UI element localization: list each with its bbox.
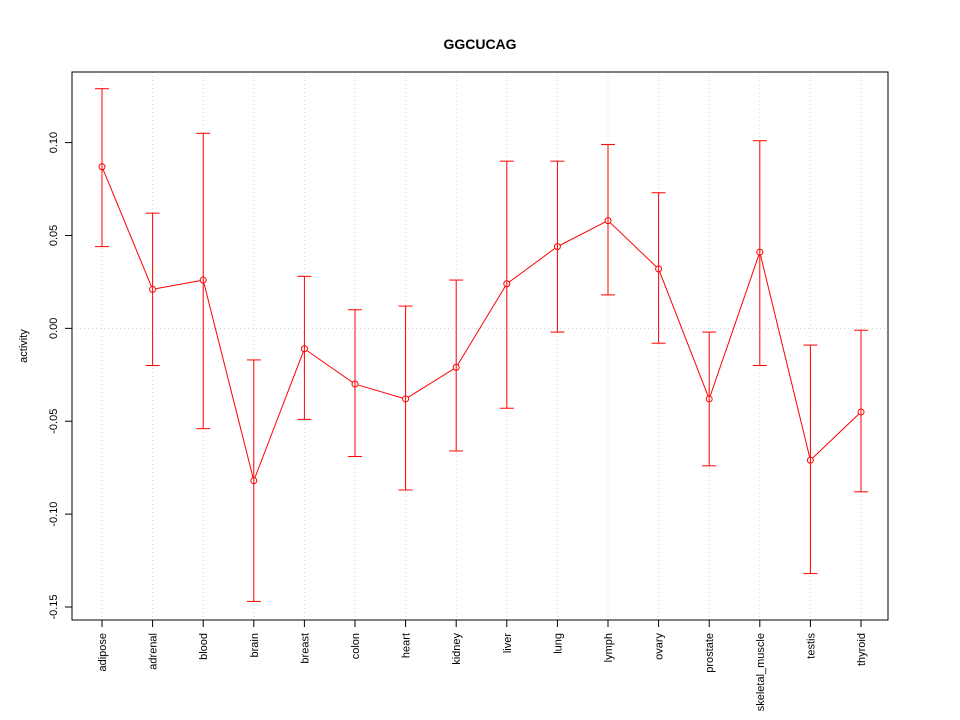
series-line-segment [760, 254, 811, 458]
series-line-segment [102, 169, 152, 287]
x-tick-label: thyroid [856, 633, 868, 666]
data-point [857, 408, 865, 416]
x-tick-label: brain [249, 633, 261, 657]
data-point [199, 276, 207, 284]
y-tick-label: 0.00 [48, 318, 60, 339]
x-tick-label: breast [299, 633, 311, 664]
data-point [149, 285, 157, 293]
data-point [351, 380, 359, 388]
x-tick-label: lung [552, 633, 564, 654]
x-tick-label: liver [502, 633, 514, 654]
y-tick-label: -0.15 [48, 594, 60, 619]
data-point [402, 395, 410, 403]
series-line-segment [457, 286, 506, 366]
y-tick-label: -0.05 [48, 409, 60, 434]
x-tick-label: skeletal_muscle [755, 633, 767, 711]
x-tick-label: ovary [654, 633, 666, 660]
y-axis-label: activity [18, 329, 30, 363]
chart-title: GGCUCAG [443, 36, 516, 52]
x-tick-label: heart [401, 633, 413, 658]
points [98, 163, 865, 485]
x-tick-label: adipose [97, 633, 109, 672]
data-point [655, 265, 663, 273]
y-tick-label: -0.10 [48, 502, 60, 527]
x-axis: adipose adrenal blood brain breast colon heart… [97, 620, 868, 711]
data-point [553, 243, 561, 251]
series-line-layer [102, 169, 860, 479]
series-line-segment [254, 351, 304, 479]
data-point [452, 363, 460, 371]
x-tick-label: prostate [704, 633, 716, 673]
data-point [705, 395, 713, 403]
series-line-segment [609, 222, 657, 268]
plot-frame [71, 71, 889, 621]
series-line-segment [306, 350, 353, 383]
data-point [250, 477, 258, 485]
y-tick-label: 0.10 [48, 132, 60, 153]
series-line-segment [659, 271, 709, 397]
data-point [756, 248, 764, 256]
data-point [806, 456, 814, 464]
y-tick-label: 0.05 [48, 225, 60, 246]
series-line-segment [357, 384, 403, 399]
series-line-segment [508, 247, 556, 283]
series-line-segment [812, 413, 860, 459]
data-point [300, 345, 308, 353]
series-line-segment [709, 254, 760, 397]
series-line-segment [559, 221, 606, 246]
error-bars [95, 88, 868, 602]
x-tick-label: kidney [451, 633, 463, 665]
x-tick-label: lymph [603, 633, 615, 662]
data-point [98, 163, 106, 171]
series-line-segment [407, 368, 454, 398]
data-point [503, 280, 511, 288]
x-tick-label: testis [805, 633, 817, 659]
series-line-segment [155, 280, 201, 290]
data-point [604, 217, 612, 225]
x-tick-label: colon [350, 633, 362, 659]
series-line-segment [203, 282, 254, 478]
x-tick-label: blood [198, 633, 210, 660]
y-axis: -0.15 -0.10 -0.05 0.00 0.05 0.10 [48, 132, 72, 620]
x-tick-label: adrenal [148, 633, 160, 670]
